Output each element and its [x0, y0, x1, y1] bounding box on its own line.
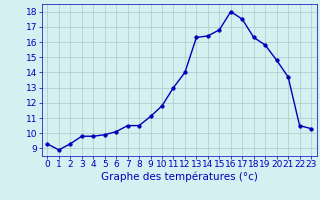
X-axis label: Graphe des températures (°c): Graphe des températures (°c) — [101, 172, 258, 182]
